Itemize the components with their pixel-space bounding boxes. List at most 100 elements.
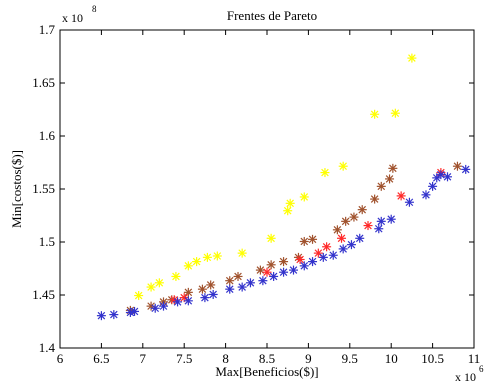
data-point	[233, 271, 243, 281]
data-point	[285, 198, 295, 208]
data-point	[341, 216, 351, 226]
data-point	[396, 191, 406, 201]
data-point	[404, 197, 414, 207]
x-tick-label: 11	[468, 351, 481, 366]
series-2	[169, 168, 446, 305]
x-tick-label: 7.5	[176, 351, 192, 366]
data-point	[208, 289, 218, 299]
data-point	[130, 306, 140, 316]
data-point	[206, 280, 216, 290]
series-0	[134, 53, 417, 301]
data-point	[363, 221, 373, 231]
y-multiplier-label: x 10 8	[62, 4, 97, 25]
x-tick-label: 9.5	[342, 351, 358, 366]
data-point	[388, 163, 398, 173]
data-point	[338, 244, 348, 254]
data-point	[452, 161, 462, 171]
data-point	[376, 216, 386, 226]
y-tick-label: 1.55	[32, 181, 55, 196]
y-axis-title: Min[costos($)]	[9, 150, 24, 228]
data-point	[318, 252, 328, 262]
data-point	[266, 233, 276, 243]
data-point	[288, 265, 298, 275]
svg-text:x 10: x 10	[455, 370, 476, 384]
data-point	[432, 173, 442, 183]
data-point	[146, 282, 156, 292]
data-point	[313, 248, 323, 258]
data-point	[299, 192, 309, 202]
data-point	[109, 310, 119, 320]
data-point	[159, 301, 168, 311]
data-point	[421, 190, 431, 200]
data-point	[202, 252, 212, 262]
data-point	[171, 271, 181, 281]
x-tick-label: 7	[140, 351, 147, 366]
x-tick-label: 10	[385, 351, 398, 366]
data-point	[134, 291, 144, 301]
y-tick-label: 1.4	[39, 340, 56, 355]
data-point	[328, 250, 338, 260]
data-point	[96, 311, 106, 321]
data-point	[443, 172, 453, 182]
data-point	[237, 248, 247, 258]
data-point	[258, 276, 268, 286]
data-point	[357, 205, 367, 215]
data-point	[299, 261, 309, 271]
data-point	[308, 257, 318, 267]
data-point	[376, 181, 386, 191]
data-point	[461, 164, 471, 174]
data-point	[262, 267, 272, 277]
data-point	[332, 225, 342, 235]
data-point	[279, 267, 289, 277]
data-point	[338, 161, 348, 171]
data-point	[428, 181, 438, 191]
plot-area	[59, 29, 475, 349]
data-point	[407, 53, 417, 63]
data-point	[255, 265, 265, 275]
data-point	[386, 214, 396, 224]
x-tick-label: 9	[305, 351, 312, 366]
y-tick-label: 1.7	[39, 22, 56, 37]
y-tick-label: 1.65	[32, 75, 55, 90]
data-point	[346, 240, 356, 250]
data-point	[308, 234, 318, 244]
data-point	[320, 168, 330, 178]
data-point	[349, 212, 359, 222]
data-point	[370, 194, 380, 204]
data-point	[269, 271, 279, 281]
data-point	[183, 287, 193, 297]
data-point	[355, 233, 365, 243]
x-tick-label: 6.5	[93, 351, 109, 366]
data-point	[299, 236, 309, 246]
data-point	[283, 206, 293, 216]
data-point	[279, 257, 289, 267]
x-tick-label: 8.5	[259, 351, 275, 366]
y-axis: 1.4 1.45 1.5 1.55 1.6 1.65 1.7	[32, 22, 474, 355]
data-point	[385, 174, 395, 184]
x-multiplier-label: x 10 6	[455, 364, 484, 384]
chart-title: Frentes de Pareto	[227, 8, 317, 23]
x-tick-label: 10.5	[421, 351, 444, 366]
data-point	[183, 261, 193, 271]
data-point	[150, 303, 160, 313]
data-point	[154, 278, 164, 288]
data-point	[200, 293, 210, 303]
y-tick-label: 1.6	[39, 128, 56, 143]
data-point	[225, 284, 235, 294]
series-3	[96, 164, 471, 321]
data-point	[197, 284, 207, 294]
data-point	[370, 109, 380, 119]
svg-text:6: 6	[479, 364, 484, 374]
svg-text:x 10: x 10	[62, 11, 83, 25]
x-tick-label: 8	[222, 351, 229, 366]
x-axis-title: Max[Beneficios($)]	[215, 364, 318, 379]
data-point	[322, 242, 332, 252]
data-point	[436, 170, 446, 180]
y-tick-label: 1.45	[32, 287, 55, 302]
data-point	[337, 233, 347, 243]
data-point	[225, 276, 235, 286]
data-point	[212, 251, 222, 261]
data-point	[266, 260, 276, 270]
data-point	[374, 224, 384, 234]
